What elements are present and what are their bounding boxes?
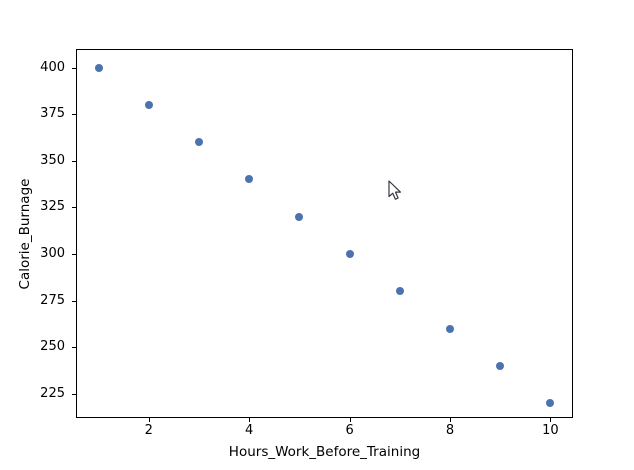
y-tick-label: 225: [40, 385, 65, 401]
x-axis-tick: [450, 418, 451, 422]
x-tick-label: 4: [245, 423, 254, 438]
y-axis-tick: [72, 67, 76, 69]
y-axis-tick: [72, 114, 76, 116]
x-axis-tick: [349, 418, 351, 422]
data-point: [94, 63, 103, 72]
x-axis-tick: [249, 418, 251, 422]
x-tick-label: 6: [345, 423, 354, 438]
data-point: [194, 138, 203, 147]
data-point: [395, 287, 404, 296]
x-axis-tick: [148, 418, 150, 422]
y-tick-label: 300: [40, 246, 65, 261]
y-axis-tick: [72, 254, 76, 255]
x-tick-label: 8: [445, 423, 455, 438]
y-axis-label: Calorie_Burnage: [17, 178, 33, 290]
y-tick-label: 275: [40, 292, 65, 308]
y-tick-label: 350: [40, 152, 65, 168]
data-point: [295, 212, 304, 221]
x-tick-label: 10: [542, 423, 559, 438]
x-axis-tick: [550, 418, 552, 422]
y-axis-tick: [72, 300, 76, 302]
plot-area: [76, 49, 573, 418]
data-point: [496, 361, 505, 370]
x-axis-label: Hours_Work_Before_Training: [228, 444, 421, 460]
data-point: [144, 100, 153, 109]
x-tick-label: 2: [144, 423, 153, 438]
y-axis-tick: [72, 160, 76, 162]
y-tick-label: 325: [40, 199, 65, 215]
y-axis-tick: [72, 393, 76, 395]
y-tick-label: 250: [40, 339, 65, 355]
data-point: [446, 324, 454, 333]
data-point: [245, 175, 254, 184]
data-point: [345, 250, 354, 258]
data-point: [546, 399, 555, 408]
y-tick-label: 400: [40, 59, 65, 75]
y-tick-label: 375: [40, 106, 65, 122]
y-axis-tick: [72, 207, 76, 209]
y-axis-tick: [72, 347, 76, 349]
